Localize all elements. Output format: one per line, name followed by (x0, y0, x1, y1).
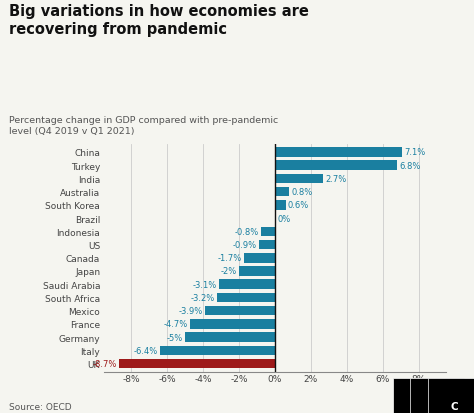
Bar (205, 306, 275, 316)
Text: 0%: 0% (277, 214, 291, 223)
Bar (275, 161, 397, 171)
Text: -3.1%: -3.1% (193, 280, 217, 289)
Text: 0.8%: 0.8% (292, 188, 313, 197)
Text: -6.4%: -6.4% (134, 346, 158, 355)
Text: B: B (433, 401, 441, 411)
Text: 2.7%: 2.7% (326, 174, 347, 183)
Bar (218, 293, 275, 302)
Text: B: B (416, 401, 423, 411)
Bar (118, 359, 275, 368)
Bar (191, 319, 275, 329)
Text: -5%: -5% (167, 333, 183, 342)
Bar (275, 188, 289, 197)
Bar (160, 346, 275, 355)
Text: 6.8%: 6.8% (399, 161, 420, 170)
Text: -3.2%: -3.2% (191, 293, 215, 302)
Bar (259, 240, 275, 250)
Text: 0.6%: 0.6% (288, 201, 309, 210)
Text: Percentage change in GDP compared with pre-pandemic
level (Q4 2019 v Q1 2021): Percentage change in GDP compared with p… (9, 116, 279, 136)
Bar (219, 280, 275, 289)
Text: -2%: -2% (220, 267, 237, 276)
Text: Source: OECD: Source: OECD (9, 402, 72, 411)
Text: Big variations in how economies are
recovering from pandemic: Big variations in how economies are reco… (9, 4, 310, 37)
Bar (185, 332, 275, 342)
Bar (261, 227, 275, 237)
Bar (275, 148, 402, 157)
Bar (239, 266, 275, 276)
Text: -8.7%: -8.7% (92, 359, 117, 368)
Bar (275, 174, 323, 184)
Text: -0.9%: -0.9% (232, 240, 256, 249)
Text: C: C (451, 401, 458, 411)
Text: -3.9%: -3.9% (179, 306, 203, 316)
Text: -0.8%: -0.8% (234, 227, 258, 236)
Bar (245, 253, 275, 263)
Text: -4.7%: -4.7% (164, 320, 188, 329)
Text: -1.7%: -1.7% (218, 254, 242, 263)
Text: 7.1%: 7.1% (405, 148, 426, 157)
Bar (275, 201, 286, 210)
